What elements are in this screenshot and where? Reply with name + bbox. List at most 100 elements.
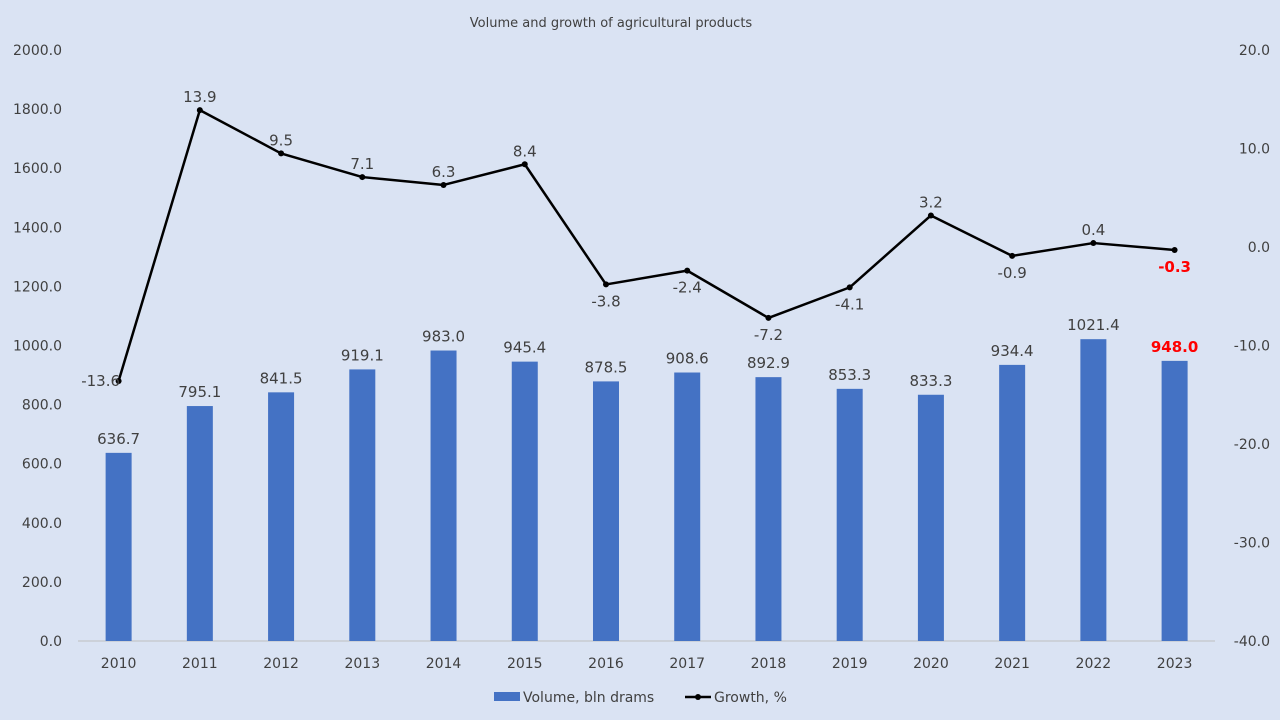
x-tick-label: 2012: [263, 656, 299, 672]
growth-value-label: -0.3: [1158, 258, 1191, 276]
growth-polyline: [117, 108, 1175, 382]
growth-marker: [602, 281, 609, 288]
legend: Volume, bln drams Growth, %: [494, 690, 787, 706]
x-tick-label: 2011: [182, 656, 218, 672]
x-tick-label: 2014: [426, 656, 462, 672]
right-tick-label: -40.0: [1234, 634, 1270, 650]
x-tick-label: 2021: [994, 656, 1030, 672]
left-tick-label: 1800.0: [13, 102, 62, 118]
bar: [1080, 339, 1107, 641]
legend-label-volume: Volume, bln drams: [523, 690, 654, 706]
bar: [755, 377, 782, 641]
x-tick-label: 2019: [832, 656, 868, 672]
legend-marker-growth: [695, 694, 701, 700]
growth-value-label: -2.4: [673, 279, 702, 297]
left-tick-label: 800.0: [22, 398, 62, 414]
x-tick-label: 2017: [669, 656, 705, 672]
growth-value-label: -3.8: [591, 292, 620, 310]
bar-value-label: 636.7: [97, 430, 140, 448]
bar-value-label: 853.3: [828, 366, 871, 384]
growth-marker: [846, 284, 853, 291]
right-tick-label: 10.0: [1239, 142, 1270, 158]
bar-value-label: 878.5: [585, 358, 628, 376]
bar: [999, 364, 1026, 641]
bar: [511, 361, 538, 641]
growth-value-label: 8.4: [513, 142, 537, 160]
bar-value-label: 892.9: [747, 354, 790, 372]
left-tick-label: 600.0: [22, 457, 62, 473]
x-tick-label: 2016: [588, 656, 624, 672]
bar-value-label: 795.1: [178, 383, 221, 401]
x-tick-label: 2015: [507, 656, 543, 672]
growth-marker: [440, 181, 447, 188]
bar-value-label: 833.3: [909, 372, 952, 390]
growth-marker: [115, 377, 122, 384]
x-axis: 2010 2011 2012 2013 2014 2015 2016 2017 2018 2019…: [101, 656, 1193, 672]
growth-value-label: 13.9: [183, 88, 216, 106]
left-axis: 0.0 200.0 400.0 600.0 800.0 1000.0 1200.0 1400.…: [13, 43, 62, 650]
right-tick-label: 20.0: [1239, 43, 1270, 59]
bars: 636.7 795.1 841.5 919.1 983.0 945.4 878.5 908.6…: [97, 316, 1198, 641]
bar: [268, 392, 295, 641]
growth-marker: [1171, 246, 1178, 253]
bar-value-label: 841.5: [260, 369, 303, 387]
left-tick-label: 0.0: [40, 634, 62, 650]
x-tick-label: 2022: [1076, 656, 1112, 672]
right-axis: -40.0 -30.0 -20.0 -10.0 0.0 10.0 20.0: [1234, 43, 1270, 650]
bar: [1161, 360, 1188, 641]
growth-marker: [684, 267, 691, 274]
bar: [836, 388, 863, 641]
growth-value-label: 6.3: [432, 163, 456, 181]
left-tick-label: 1400.0: [13, 220, 62, 236]
x-tick-label: 2013: [344, 656, 380, 672]
growth-marker: [765, 314, 772, 321]
x-tick-label: 2020: [913, 656, 949, 672]
left-tick-label: 1000.0: [13, 339, 62, 355]
x-tick-label: 2023: [1157, 656, 1193, 672]
bar-value-label: 983.0: [422, 328, 465, 346]
growth-value-label: 9.5: [269, 131, 293, 149]
growth-line: -13.6 13.9 9.5 7.1 6.3 8.4 -3.8 -2.4 -7.2 -4.1 3.2…: [81, 88, 1191, 390]
bar-value-label: 945.4: [503, 339, 546, 357]
right-tick-label: 0.0: [1248, 240, 1270, 256]
growth-value-label: -4.1: [835, 295, 864, 313]
legend-label-growth: Growth, %: [714, 690, 787, 706]
growth-marker: [1090, 240, 1097, 247]
right-tick-label: -20.0: [1234, 437, 1270, 453]
right-tick-label: -10.0: [1234, 339, 1270, 355]
left-tick-label: 200.0: [22, 575, 62, 591]
bar: [674, 372, 701, 641]
x-tick-label: 2018: [751, 656, 787, 672]
growth-marker: [359, 174, 366, 181]
bar-value-label: 908.6: [666, 350, 709, 368]
growth-marker: [1009, 252, 1016, 259]
bar: [430, 350, 457, 641]
growth-value-label: -13.6: [81, 372, 120, 390]
left-tick-label: 400.0: [22, 516, 62, 532]
bar: [349, 369, 376, 641]
left-tick-label: 1200.0: [13, 279, 62, 295]
growth-marker: [196, 107, 203, 114]
growth-value-label: 0.4: [1081, 221, 1105, 239]
bar-value-label: 948.0: [1151, 338, 1198, 356]
left-tick-label: 1600.0: [13, 161, 62, 177]
growth-marker: [278, 150, 285, 157]
growth-value-label: -0.9: [998, 264, 1027, 282]
bar-value-label: 934.4: [991, 342, 1034, 360]
growth-value-label: -7.2: [754, 326, 783, 344]
growth-value-label: 7.1: [350, 155, 374, 173]
bar: [186, 406, 213, 641]
bar: [105, 452, 132, 641]
bar: [592, 381, 619, 641]
right-tick-label: -30.0: [1234, 536, 1270, 552]
legend-swatch-volume: [494, 692, 520, 701]
growth-marker: [521, 161, 528, 168]
chart-title: Volume and growth of agricultural produc…: [470, 16, 753, 31]
x-tick-label: 2010: [101, 656, 137, 672]
growth-value-label: 3.2: [919, 193, 943, 211]
growth-marker: [927, 212, 934, 219]
bar-value-label: 1021.4: [1067, 316, 1120, 334]
left-tick-label: 2000.0: [13, 43, 62, 59]
bar-value-label: 919.1: [341, 346, 384, 364]
